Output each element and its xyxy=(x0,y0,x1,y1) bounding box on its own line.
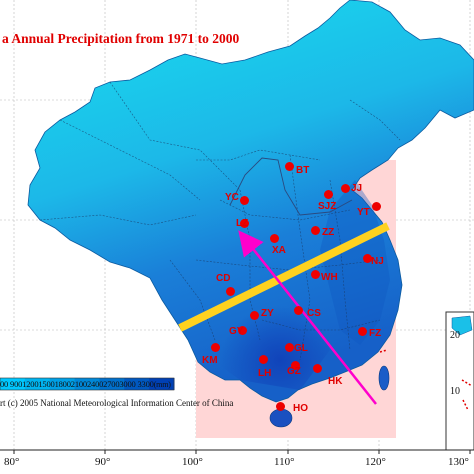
station-dot-fz xyxy=(358,327,367,336)
province-boundaries xyxy=(39,81,401,361)
station-dot-hk xyxy=(313,364,322,373)
station-label-gz: GZ xyxy=(287,366,301,377)
x-tick-90: 90° xyxy=(95,456,111,468)
station-dot-nj xyxy=(363,254,372,263)
station-label-yt: YT xyxy=(357,207,370,218)
station-dot-zy xyxy=(250,311,259,320)
inset-land xyxy=(451,315,473,336)
legend-frame xyxy=(0,377,175,391)
station-label-hk: HK xyxy=(328,376,343,387)
inset-lat-10: 10 xyxy=(450,386,460,397)
legend-swatch-4 xyxy=(99,378,125,390)
station-label-nj: NJ xyxy=(371,256,384,267)
climate-boundary-band xyxy=(178,222,390,332)
x-tick-110: 110° xyxy=(274,456,295,468)
x-tick-130: 130° xyxy=(448,456,469,468)
hainan xyxy=(269,408,293,428)
station-dot-lh xyxy=(259,355,268,364)
station-dot-km xyxy=(211,343,220,352)
station-dot-sjz xyxy=(324,190,333,199)
station-dot-lz xyxy=(240,219,249,228)
station-label-zz: ZZ xyxy=(322,227,335,238)
x-tick-120: 120° xyxy=(365,456,386,468)
yellow-river xyxy=(229,157,353,216)
station-label-cs: CS xyxy=(307,308,321,319)
station-dot-gl xyxy=(285,343,294,352)
station-dot-gz xyxy=(291,361,300,370)
legend-units: (mm) xyxy=(153,380,171,389)
station-label-sjz: SJZ xyxy=(318,201,337,212)
legend-swatch-2 xyxy=(49,378,76,390)
station-dot-gy xyxy=(238,326,247,335)
station-dot-yt xyxy=(372,202,381,211)
station-label-fz: FZ xyxy=(369,328,382,339)
station-label-km: KM xyxy=(202,355,218,366)
legend-swatch-5 xyxy=(124,378,150,390)
station-label-wh: WH xyxy=(321,272,338,283)
copyright-credit: rt (c) 2005 National Meteorological Info… xyxy=(0,398,234,408)
legend-scale-labels: 00 9001200150018002100240027003000 3300(… xyxy=(0,379,171,389)
station-label-lh: LH xyxy=(258,368,272,379)
migration-arrow xyxy=(238,230,377,405)
legend-swatch-1 xyxy=(24,378,51,390)
map-title: a Annual Precipitation from 1971 to 2000 xyxy=(2,31,240,46)
station-dot-bt xyxy=(285,162,294,171)
station-label-zy: ZY xyxy=(261,308,274,319)
station-label-bt: BT xyxy=(296,165,310,176)
x-tick-80: 80° xyxy=(4,456,20,468)
legend-swatch-3 xyxy=(74,378,100,390)
station-label-jj: JJ xyxy=(351,183,363,194)
station-label-yc: YC xyxy=(225,192,239,203)
china-landmass xyxy=(27,0,474,403)
station-dot-cs xyxy=(294,306,303,315)
station-label-gy: GY xyxy=(229,326,244,337)
station-dot-yc xyxy=(240,196,249,205)
x-ticks xyxy=(13,450,471,454)
legend-swatch-0 xyxy=(0,378,26,390)
station-label-cd: CD xyxy=(216,273,231,284)
legend-swatch-6 xyxy=(149,378,175,390)
legend-colorbar xyxy=(0,377,175,391)
inset-lat-20: 20 xyxy=(450,330,460,341)
station-dot-zz xyxy=(311,226,320,235)
station-label-ho: HO xyxy=(293,403,308,414)
station-dot-wh xyxy=(311,270,320,279)
station-label-xa: XA xyxy=(272,245,286,256)
station-dot-jj xyxy=(341,184,350,193)
station-dot-cd xyxy=(226,287,235,296)
station-dot-xa xyxy=(270,234,279,243)
taiwan xyxy=(378,365,390,391)
wet-east-shading xyxy=(320,180,390,345)
station-dot-ho xyxy=(276,402,285,411)
station-label-gl: GL xyxy=(294,343,308,354)
legend-scale-values: 00 9001200150018002100240027003000 3300 xyxy=(0,379,154,389)
x-tick-100: 100° xyxy=(182,456,203,468)
station-label-lz: LZ xyxy=(236,218,249,229)
